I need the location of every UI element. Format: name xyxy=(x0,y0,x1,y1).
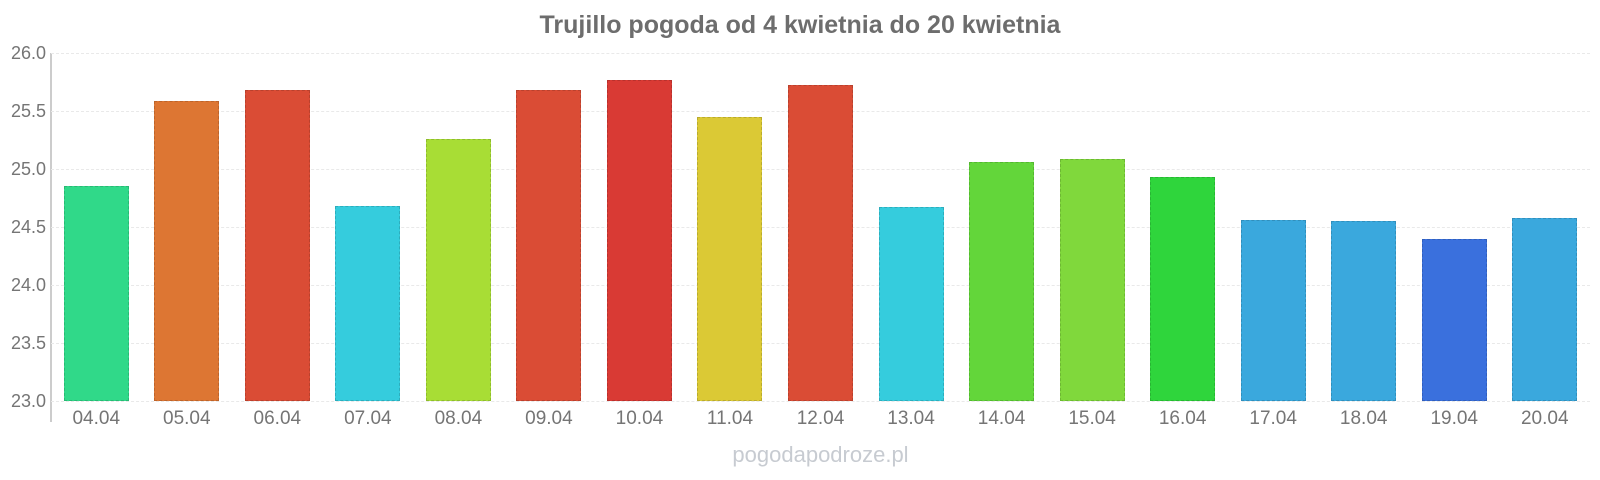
bar-column xyxy=(594,53,685,401)
y-tick-label: 24.5 xyxy=(10,217,46,237)
x-tick-label: 08.04 xyxy=(434,408,483,429)
bar-18.04 xyxy=(1331,221,1397,401)
bar-12.04 xyxy=(788,85,854,401)
bar-column xyxy=(866,53,957,401)
bar-15.04 xyxy=(1059,158,1125,401)
bar-column xyxy=(232,53,323,401)
plot-area xyxy=(51,53,1590,402)
bar-08.04 xyxy=(425,138,491,401)
x-tick-label: 06.04 xyxy=(253,408,302,429)
bar-column xyxy=(775,53,866,401)
x-tick-label: 12.04 xyxy=(796,408,845,429)
x-tick-label: 07.04 xyxy=(344,408,392,429)
y-tick-label: 23.0 xyxy=(10,391,46,411)
bar-column xyxy=(504,53,595,401)
x-tick-label: 14.04 xyxy=(977,408,1026,429)
bar-11.04 xyxy=(697,116,763,401)
bar-column xyxy=(1500,53,1591,401)
bar-10.04 xyxy=(606,79,672,401)
gridline xyxy=(51,53,1590,54)
x-tick-label: 20.04 xyxy=(1520,408,1569,429)
x-tick-label: 05.04 xyxy=(163,408,211,429)
x-tick-label: 19.04 xyxy=(1430,408,1478,429)
bar-column xyxy=(1137,53,1228,401)
bar-column xyxy=(323,53,414,401)
watermark: pogodapodroze.pl xyxy=(732,442,909,467)
bar-column xyxy=(1318,53,1409,401)
x-tick-label: 16.04 xyxy=(1158,408,1207,429)
y-tick-label: 24.0 xyxy=(10,275,46,295)
x-tick-label: 10.04 xyxy=(615,408,664,429)
y-tick-label: 23.5 xyxy=(10,333,46,353)
x-axis-labels: 04.04 05.04 06.04 07.04 08.04 09.04 10.04 11.04… xyxy=(51,406,1590,432)
bar-column xyxy=(142,53,233,401)
bar-column xyxy=(956,53,1047,401)
bar-14.04 xyxy=(969,162,1035,401)
bar-column xyxy=(1409,53,1500,401)
bar-17.04 xyxy=(1240,220,1306,401)
bar-05.04 xyxy=(154,100,220,401)
bar-column xyxy=(1047,53,1138,401)
bar-column xyxy=(413,53,504,401)
y-tick-label: 25.0 xyxy=(10,159,46,179)
x-tick-label: 04.04 xyxy=(72,408,121,429)
bar-column xyxy=(1228,53,1319,401)
bars-container xyxy=(51,53,1590,401)
x-tick-label: 13.04 xyxy=(887,408,935,429)
bar-09.04 xyxy=(516,90,582,401)
y-tick-label: 26.0 xyxy=(10,43,46,63)
y-tick-label: 25.5 xyxy=(10,101,46,121)
bar-04.04 xyxy=(63,186,129,401)
bar-column xyxy=(51,53,142,401)
bar-19.04 xyxy=(1421,238,1487,401)
x-tick-label: 09.04 xyxy=(525,408,573,429)
x-tick-label: 18.04 xyxy=(1339,408,1388,429)
x-tick-label: 11.04 xyxy=(706,408,754,429)
bar-06.04 xyxy=(244,90,310,401)
chart-title: Trujillo pogoda od 4 kwietnia do 20 kwie… xyxy=(539,11,1061,39)
y-axis-line xyxy=(50,53,52,422)
bar-13.04 xyxy=(878,207,944,401)
bar-07.04 xyxy=(335,206,401,401)
bar-16.04 xyxy=(1150,177,1216,401)
bar-column xyxy=(685,53,776,401)
x-tick-label: 15.04 xyxy=(1068,408,1116,429)
x-tick-label: 17.04 xyxy=(1249,408,1297,429)
gridline xyxy=(51,401,1590,402)
bar-20.04 xyxy=(1512,217,1578,401)
